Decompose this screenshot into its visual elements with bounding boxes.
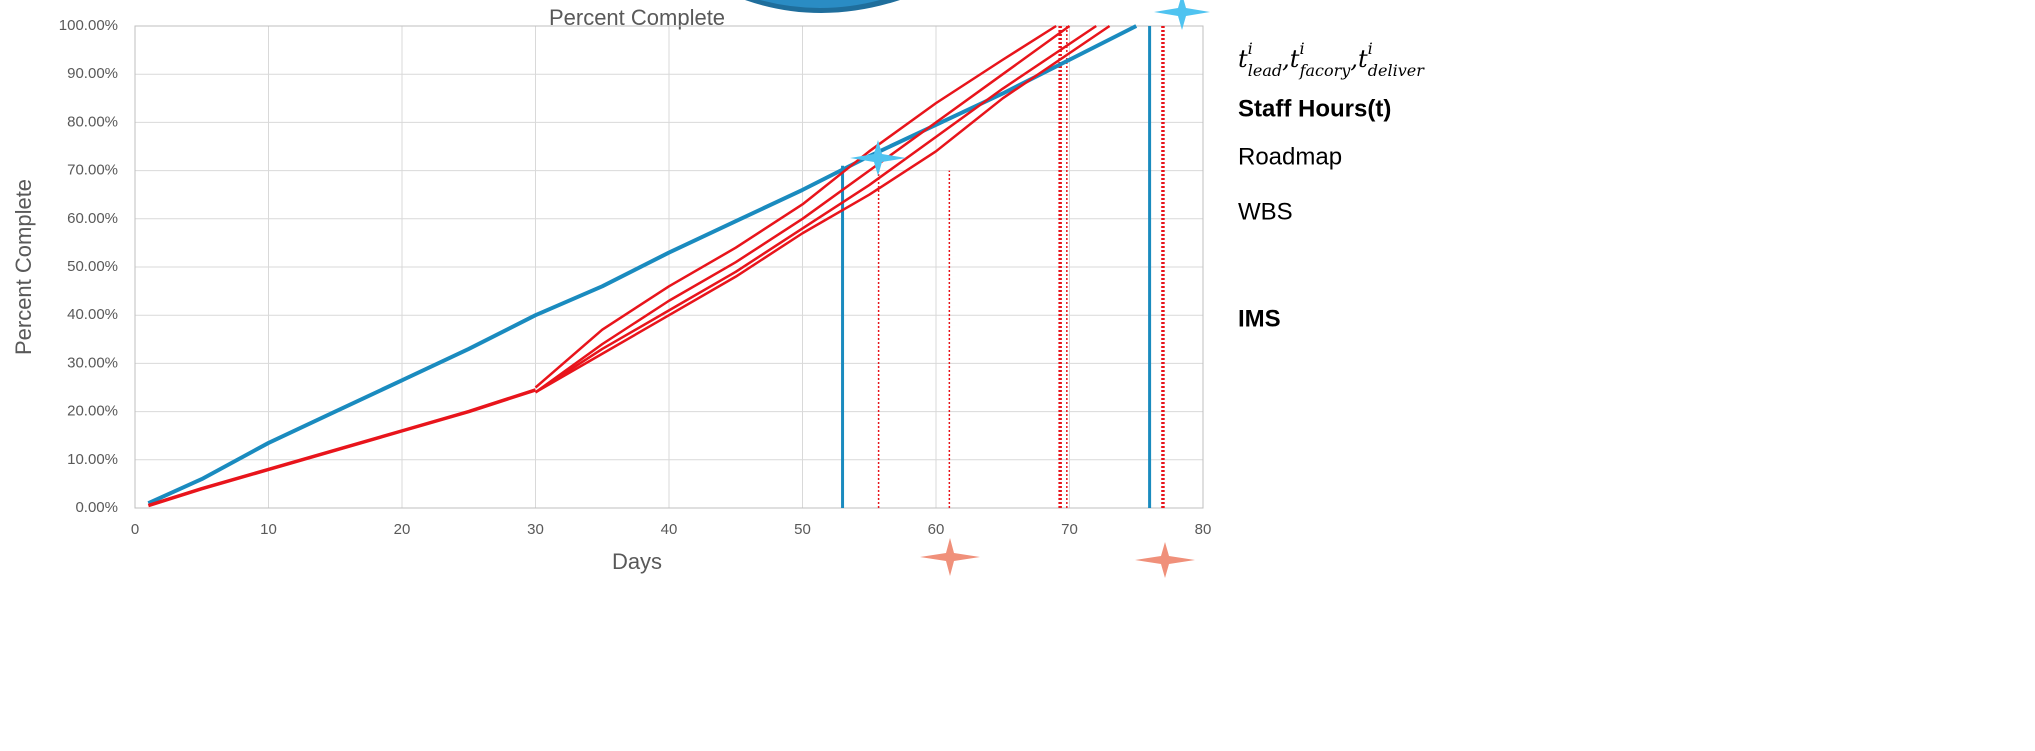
y-tick-label: 30.00%	[67, 354, 118, 371]
side-note: Staff Hours(t)	[1238, 95, 1391, 122]
x-tick-label: 50	[794, 521, 811, 538]
y-tick-label: 80.00%	[67, 113, 118, 130]
y-axis-title: Percent Complete	[11, 179, 36, 355]
x-tick-label: 30	[527, 521, 544, 538]
y-tick-label: 10.00%	[67, 451, 118, 468]
formula-sub: lead	[1248, 61, 1282, 80]
x-tick-label: 0	[131, 521, 139, 538]
star-icon	[1135, 542, 1195, 578]
y-tick-label: 60.00%	[67, 210, 118, 227]
series-line	[534, 24, 1111, 394]
star-icon	[850, 140, 906, 176]
formula-base: t	[1358, 45, 1368, 73]
y-tick-label: 20.00%	[67, 403, 118, 420]
star-icon	[1154, 0, 1210, 30]
formula: ti lead,ti facory,ti deliver	[1238, 39, 1425, 80]
series-line	[534, 24, 1097, 394]
y-tick-label: 90.00%	[67, 65, 118, 82]
x-axis-title: Days	[612, 549, 662, 574]
series-line	[147, 24, 1138, 506]
side-note: WBS	[1238, 198, 1293, 225]
decoration-shape	[760, 0, 880, 8]
y-tick-label: 70.00%	[67, 162, 118, 179]
formula-sub: facory	[1299, 61, 1352, 80]
series-line	[534, 24, 1071, 394]
formula-base: t	[1290, 45, 1300, 73]
formula-sup: i	[1368, 39, 1373, 58]
formula-separator: ,	[1282, 45, 1290, 73]
side-note: Roadmap	[1238, 143, 1342, 170]
formula-sup: i	[1248, 39, 1253, 58]
y-tick-label: 50.00%	[67, 258, 118, 275]
y-tick-label: 40.00%	[67, 306, 118, 323]
formula-sup: i	[1299, 39, 1304, 58]
series-line	[147, 388, 537, 508]
x-tick-label: 80	[1195, 521, 1212, 538]
plot: 0.00% 10.00% 20.00% 30.00% 40.00% 50.00% 60.00…	[59, 17, 1212, 538]
plot-border	[134, 25, 1204, 509]
y-tick-label: 0.00%	[75, 499, 118, 516]
x-tick-label: 10	[260, 521, 277, 538]
star-icon	[920, 538, 980, 576]
x-tick-label: 60	[928, 521, 945, 538]
formula-separator: ,	[1350, 45, 1358, 73]
side-note: IMS	[1238, 305, 1281, 332]
x-tick-label: 20	[394, 521, 411, 538]
formula-base: t	[1238, 45, 1248, 73]
x-tick-label: 40	[661, 521, 678, 538]
y-tick-label: 100.00%	[59, 17, 118, 34]
x-tick-label: 70	[1061, 521, 1078, 538]
series-line	[534, 24, 1057, 389]
formula-sub: deliver	[1368, 61, 1425, 80]
